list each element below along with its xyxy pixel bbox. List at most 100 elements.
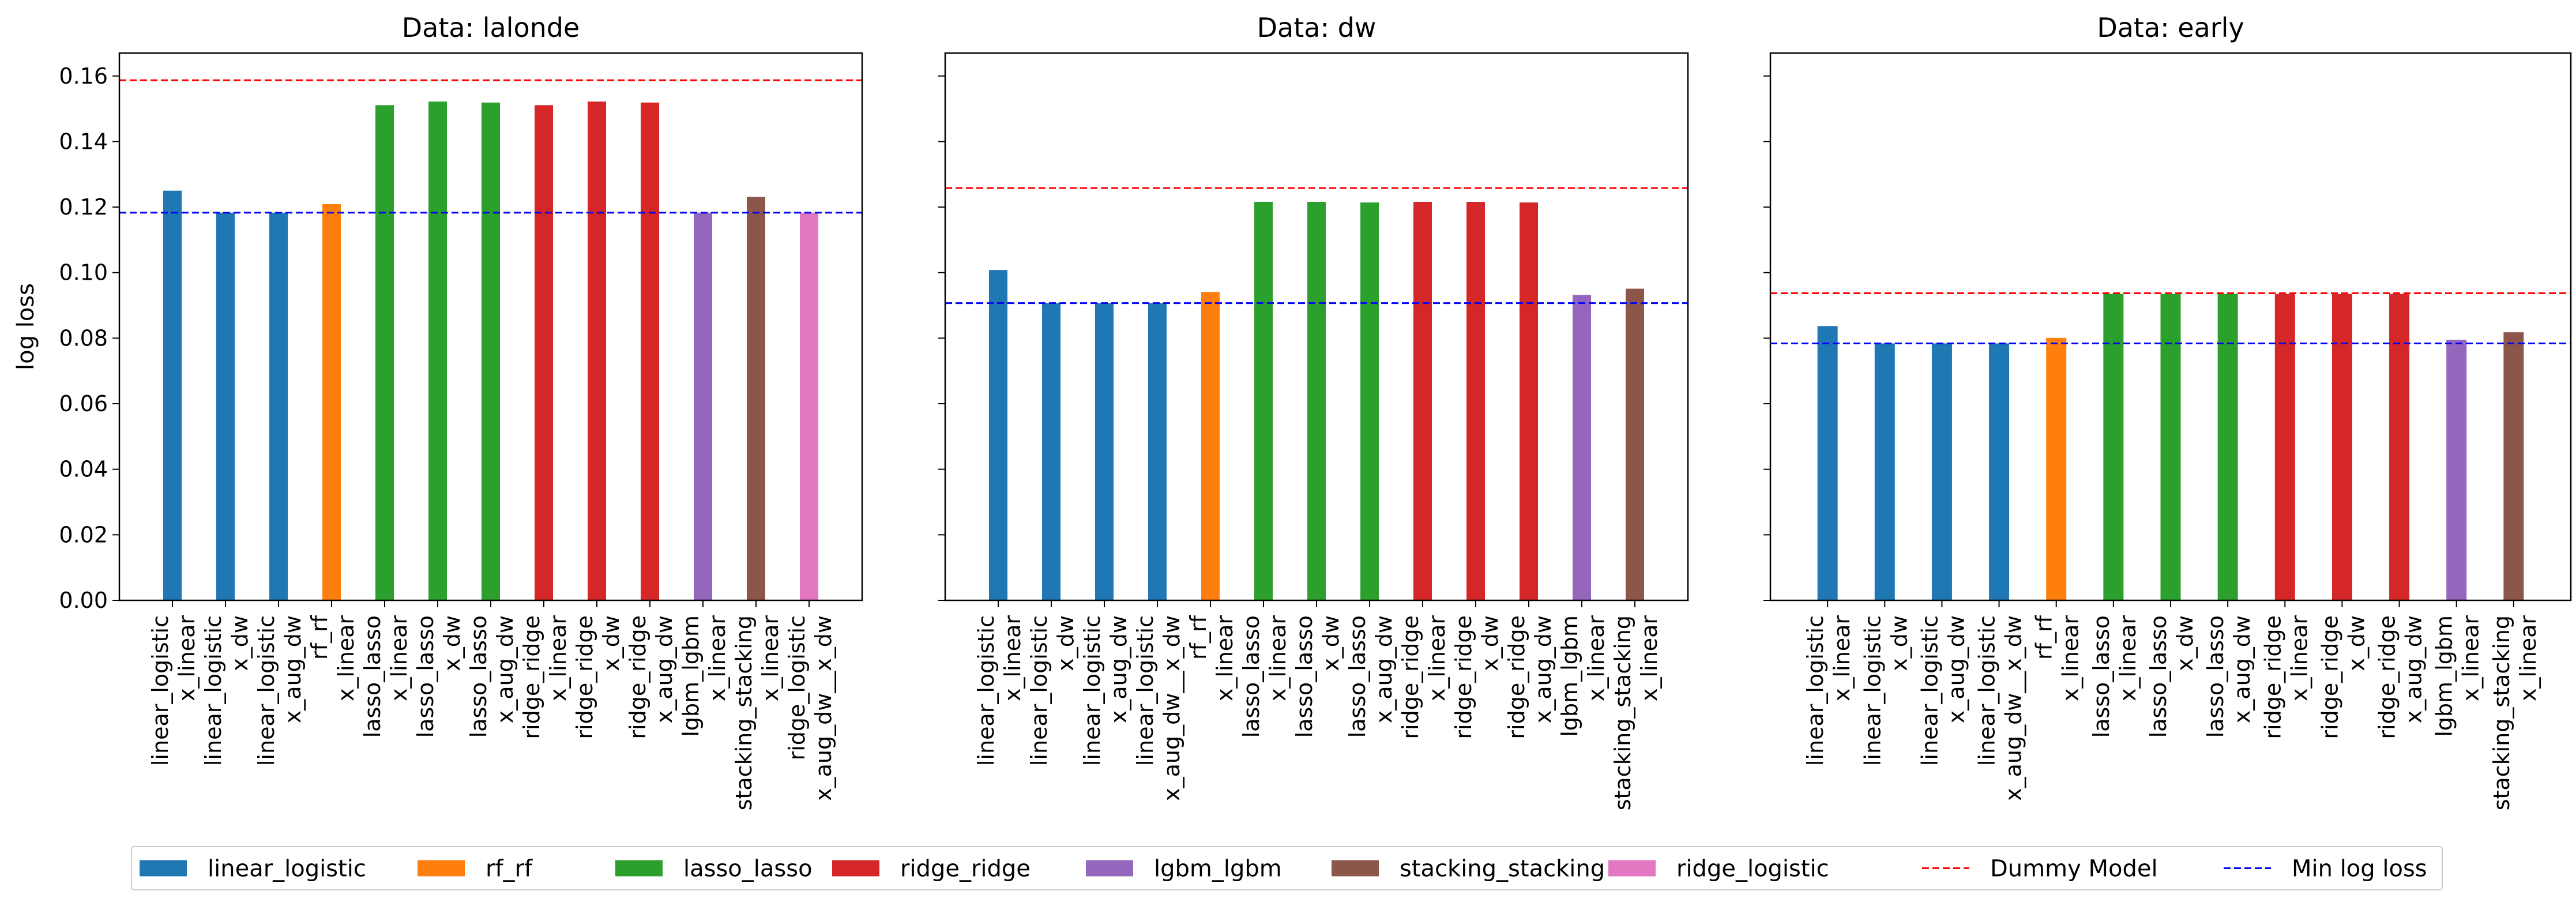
x-tick-label-line: x_linear <box>2287 615 2312 701</box>
x-tick-label-line: lasso_lasso <box>2089 615 2114 738</box>
x-tick-label-line: ridge_ridge <box>1398 615 1423 739</box>
panel-2: linear_logisticx_linear linear_logisticx_… <box>1763 12 2572 810</box>
x-tick-label-line: x_linear <box>333 615 359 701</box>
legend-label: lasso_lasso <box>683 856 813 882</box>
legend-item: Dummy Model <box>1922 856 2158 882</box>
bar <box>2389 294 2410 600</box>
y-tick-label: 0.04 <box>59 457 108 482</box>
x-tick-label-line: x_dw <box>1318 615 1344 671</box>
x-tick-label: linear_logisticx_aug_dw <box>1080 615 1131 766</box>
y-tick-label: 0.16 <box>59 63 108 89</box>
legend-item: lasso_lasso <box>615 856 813 882</box>
bar <box>1626 288 1644 601</box>
x-tick-label-line: stacking_stacking <box>1610 615 1635 810</box>
x-tick-label: lgbm_lgbmx_linear <box>2432 615 2484 737</box>
x-tick-label-line: x_aug_dw <box>652 615 677 723</box>
x-tick-label-line: x_aug_dw <box>492 615 518 723</box>
bar <box>269 212 288 600</box>
bar <box>1201 292 1220 601</box>
x-tick-label: lasso_lassox_linear <box>360 615 412 738</box>
x-tick-label-line: linear_logistic <box>1975 615 2000 766</box>
x-tick-label: ridge_ridgex_aug_dw <box>2375 615 2427 739</box>
x-tick-label-line: x_aug_dw__x_dw <box>811 615 836 801</box>
bar <box>2103 294 2124 600</box>
x-tick-label-line: x_dw <box>599 615 624 671</box>
x-tick-label-line: linear_logistic <box>201 615 226 766</box>
plot-frame <box>944 52 1689 602</box>
x-tick-label-line: ridge_ridge <box>2260 615 2285 739</box>
legend-label: rf_rf <box>486 856 533 882</box>
x-tick-label-line: lgbm_lgbm <box>2432 615 2457 737</box>
x-tick-label-line: linear_logistic <box>973 615 999 766</box>
x-tick-label-line: linear_logistic <box>1026 615 1052 766</box>
x-tick-label-line: ridge_ridge <box>1504 615 1529 739</box>
x-tick-label-line: lasso_lasso <box>1345 615 1370 738</box>
x-tick-label-line: x_aug_dw__x_dw <box>1159 615 1184 801</box>
x-tick-label-line: x_linear <box>1212 615 1238 701</box>
x-tick-label-line: x_aug_dw <box>1371 615 1397 723</box>
legend-item: ridge_ridge <box>832 856 1031 882</box>
x-tick-label-line: ridge_logistic <box>784 615 810 760</box>
x-tick-label: lasso_lassox_dw <box>413 615 465 738</box>
x-tick-label-line: x_dw <box>1886 615 1912 671</box>
legend-swatch <box>418 860 465 877</box>
legend-item: stacking_stacking <box>1332 856 1605 882</box>
x-tick-label-line: ridge_ridge <box>2317 615 2342 739</box>
x-tick-label-line: lgbm_lgbm <box>1557 615 1582 737</box>
bar <box>1360 202 1379 600</box>
x-tick-label: ridge_ridgex_dw <box>1451 615 1503 739</box>
legend-item: ridge_logistic <box>1608 856 1829 882</box>
x-tick-label-line: x_aug_dw <box>2401 615 2427 723</box>
x-tick-label-line: lasso_lasso <box>413 615 438 738</box>
bar <box>1254 201 1273 601</box>
legend-swatch <box>1086 860 1133 877</box>
bar <box>2446 340 2467 600</box>
x-tick-label: lasso_lassox_linear <box>2089 615 2141 738</box>
legend-item: linear_logistic <box>140 856 366 882</box>
x-tick-label: rf_rfx_linear <box>1186 614 1238 701</box>
x-tick-label-line: ridge_ridge <box>519 615 544 739</box>
x-tick-label: ridge_logisticx_aug_dw__x_dw <box>784 615 836 801</box>
bar <box>1931 343 1952 600</box>
bar <box>1095 303 1114 600</box>
x-tick-label-line: x_linear <box>1637 615 1662 701</box>
x-tick-label: ridge_ridgex_linear <box>2260 615 2312 739</box>
x-tick-label-line: x_linear <box>1265 615 1291 701</box>
x-tick-label-line: linear_logistic <box>1133 615 1158 766</box>
x-tick-label-line: stacking_stacking <box>731 615 757 810</box>
panel-0: 0.00 0.02 0.04 0.06 0.08 0.10 0.12 0.14 0.16 line… <box>13 12 863 810</box>
bar <box>322 204 341 600</box>
legend-item: rf_rf <box>418 856 533 882</box>
x-tick-label-line: x_linear <box>1000 615 1025 701</box>
x-tick-label-line: x_linear <box>2458 615 2484 701</box>
x-tick-label-line: x_linear <box>386 615 412 701</box>
legend-label: stacking_stacking <box>1400 856 1605 882</box>
x-tick-label-line: x_linear <box>2515 615 2541 701</box>
x-tick-label: linear_logisticx_linear <box>973 615 1025 766</box>
bar <box>482 102 500 600</box>
legend-swatch <box>615 860 663 877</box>
bar <box>1817 326 1838 600</box>
x-tick-label-line: x_aug_dw <box>1530 615 1556 723</box>
panel-title: Data: lalonde <box>402 12 580 43</box>
x-tick-label-line: rf_rf <box>2032 614 2057 660</box>
legend-frame <box>131 846 2443 890</box>
x-tick-label-line: x_linear <box>1584 615 1609 701</box>
legend-label: Min log loss <box>2292 856 2427 882</box>
x-tick-label: lasso_lassox_dw <box>2146 615 2198 738</box>
y-tick-label: 0.02 <box>59 522 108 547</box>
y-tick-label: 0.14 <box>59 129 108 154</box>
x-tick-label-line: x_aug_dw__x_dw <box>2001 615 2026 801</box>
y-tick-label: 0.06 <box>59 391 108 416</box>
bar <box>1520 202 1538 600</box>
bar <box>2160 294 2181 600</box>
bar <box>1307 201 1326 601</box>
x-tick-label-line: linear_logistic <box>254 615 279 766</box>
x-tick-label-line: linear_logistic <box>1080 615 1105 766</box>
x-tick-label-line: x_linear <box>758 615 783 701</box>
bar <box>2331 294 2352 600</box>
x-tick-label-line: x_aug_dw <box>1106 615 1131 723</box>
x-tick-label-line: x_dw <box>1477 615 1503 671</box>
x-tick-label: lasso_lassox_dw <box>1292 615 1344 738</box>
